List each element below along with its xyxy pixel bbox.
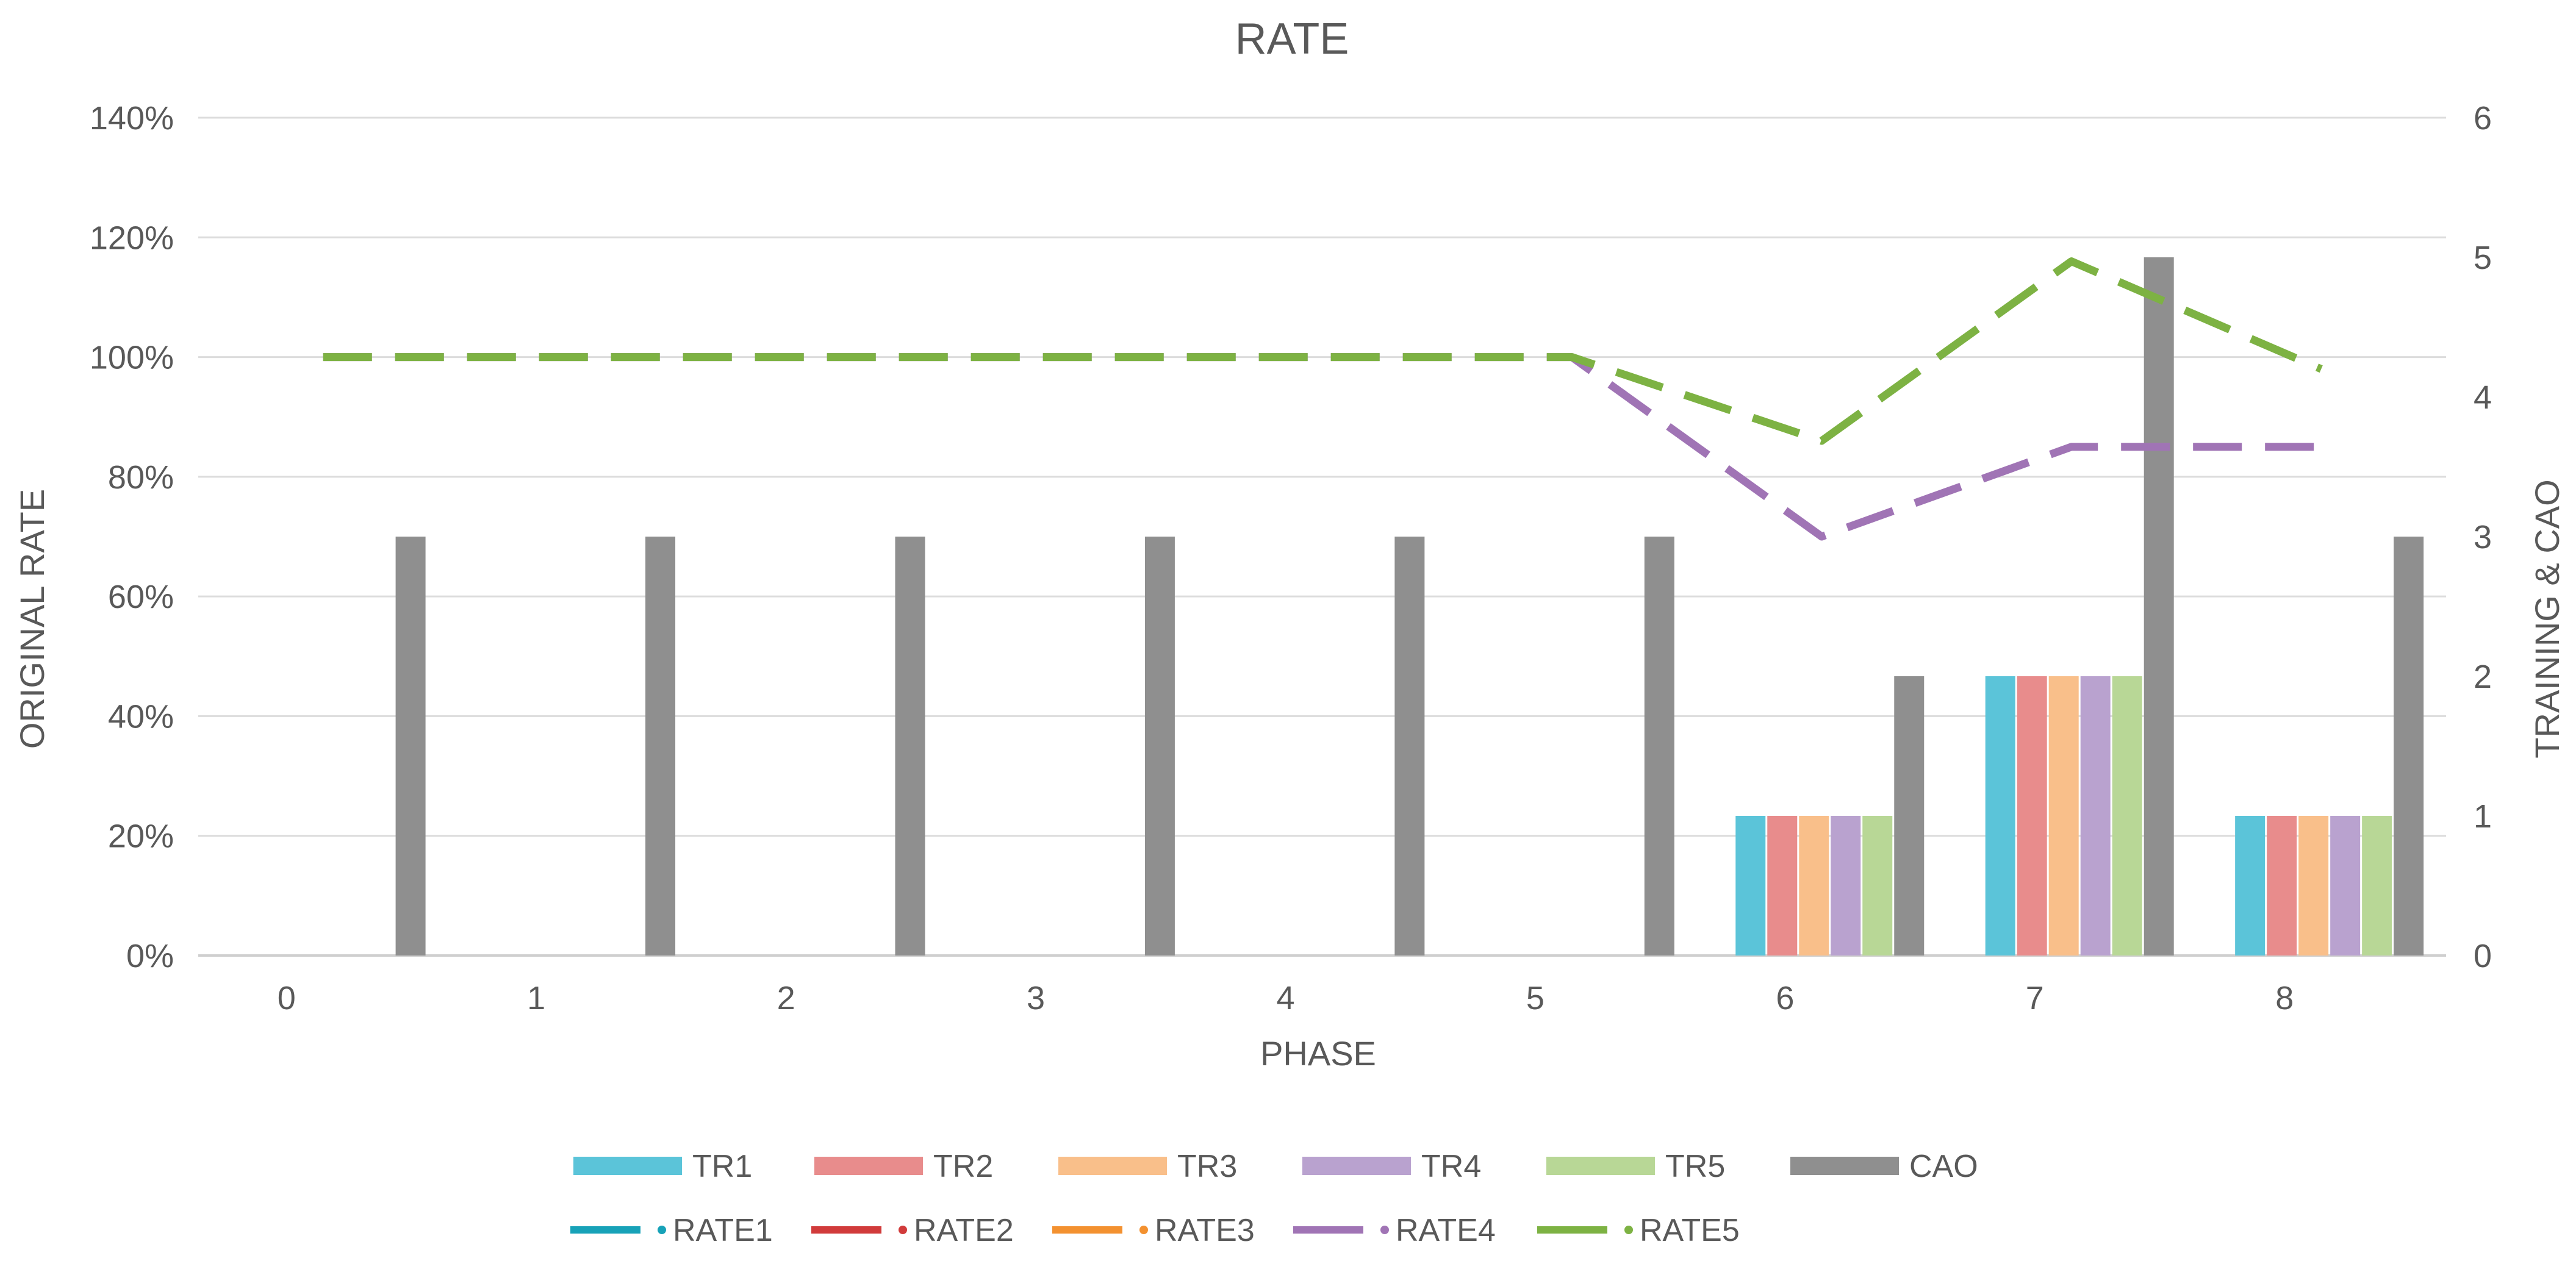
x-tick-label: 5 bbox=[1526, 980, 1545, 1016]
bar-tr1 bbox=[1985, 676, 2015, 956]
bar-tr5 bbox=[2362, 816, 2392, 956]
legend-dot-rate5 bbox=[1624, 1226, 1633, 1234]
bar-cao bbox=[1894, 676, 1925, 956]
x-tick-label: 3 bbox=[1027, 980, 1045, 1016]
bar-tr2 bbox=[2017, 676, 2047, 956]
bar-tr4 bbox=[2080, 676, 2111, 956]
y2-tick-label: 2 bbox=[2474, 659, 2492, 695]
y2-tick-label: 5 bbox=[2474, 240, 2492, 276]
bar-tr5 bbox=[2112, 676, 2142, 956]
x-tick-label: 8 bbox=[2275, 980, 2294, 1016]
bar-tr4 bbox=[1831, 816, 1861, 956]
line-series bbox=[323, 257, 2323, 541]
x-axis-ticks: 0 1 2 3 4 5 6 7 8 bbox=[278, 980, 2294, 1016]
legend-label-tr1: TR1 bbox=[692, 1149, 752, 1184]
y-tick-label: 60% bbox=[108, 579, 174, 615]
legend-label-tr5: TR5 bbox=[1665, 1149, 1725, 1184]
legend-label-cao: CAO bbox=[1909, 1149, 1978, 1184]
bar-cao bbox=[895, 537, 925, 956]
line-rate4 bbox=[323, 353, 2322, 541]
y2-tick-label: 6 bbox=[2474, 100, 2492, 137]
bar-cao bbox=[1144, 537, 1175, 956]
legend-label-tr4: TR4 bbox=[1421, 1149, 1481, 1184]
y2-axis-title: TRAINING & CAO bbox=[2528, 479, 2566, 758]
bar-tr3 bbox=[1799, 816, 1829, 956]
x-tick-label: 7 bbox=[2026, 980, 2044, 1016]
y-tick-label: 40% bbox=[108, 698, 174, 735]
bar-cao bbox=[1394, 537, 1425, 956]
legend-label-tr3: TR3 bbox=[1177, 1149, 1237, 1184]
x-tick-label: 0 bbox=[278, 980, 296, 1016]
legend-swatch-tr1 bbox=[573, 1157, 682, 1175]
bar-tr3 bbox=[2048, 676, 2079, 956]
bar-tr4 bbox=[2330, 816, 2361, 956]
legend-swatch-tr2 bbox=[814, 1157, 923, 1175]
legend-label-rate3: RATE3 bbox=[1155, 1213, 1255, 1248]
legend-dot-rate4 bbox=[1380, 1226, 1389, 1234]
chart-title: RATE bbox=[1235, 15, 1349, 63]
bar-cao bbox=[2144, 257, 2174, 956]
bar-cao bbox=[2394, 537, 2424, 956]
bar-tr1 bbox=[1735, 816, 1766, 956]
x-tick-label: 2 bbox=[777, 980, 795, 1016]
x-axis-title: PHASE bbox=[1260, 1034, 1376, 1073]
bar-tr2 bbox=[1767, 816, 1798, 956]
x-tick-label: 6 bbox=[1776, 980, 1794, 1016]
y-tick-label: 20% bbox=[108, 818, 174, 855]
legend-label-tr2: TR2 bbox=[933, 1149, 993, 1184]
legend-dot-rate3 bbox=[1139, 1226, 1148, 1234]
x-tick-label: 1 bbox=[527, 980, 545, 1016]
legend-label-rate4: RATE4 bbox=[1396, 1213, 1496, 1248]
y-tick-label: 140% bbox=[90, 100, 174, 137]
left-axis-ticks: 0% 20% 40% 60% 80% 100% 120% 140% bbox=[90, 100, 174, 974]
y-tick-label: 100% bbox=[90, 340, 174, 376]
legend-label-rate1: RATE1 bbox=[673, 1213, 773, 1248]
legend-swatch-tr4 bbox=[1302, 1157, 1411, 1175]
legend-dot-rate1 bbox=[658, 1226, 666, 1234]
bar-tr5 bbox=[1862, 816, 1893, 956]
y2-tick-label: 0 bbox=[2474, 938, 2492, 974]
legend-label-rate5: RATE5 bbox=[1640, 1213, 1740, 1248]
bar-cao bbox=[645, 537, 676, 956]
y-axis-title: ORIGINAL RATE bbox=[13, 489, 51, 749]
y-tick-label: 80% bbox=[108, 459, 174, 496]
right-axis-ticks: 0 1 2 3 4 5 6 bbox=[2474, 100, 2492, 974]
bar-tr3 bbox=[2298, 816, 2329, 956]
x-tick-label: 4 bbox=[1276, 980, 1294, 1016]
legend-swatch-tr3 bbox=[1058, 1157, 1167, 1175]
y2-tick-label: 3 bbox=[2474, 519, 2492, 555]
y-tick-label: 0% bbox=[126, 938, 174, 974]
legend-label-rate2: RATE2 bbox=[914, 1213, 1014, 1248]
bar-cao bbox=[395, 537, 426, 956]
y-tick-label: 120% bbox=[90, 220, 174, 256]
bar-cao bbox=[1644, 537, 1674, 956]
legend: TR1 TR2 TR3 TR4 TR5 CAO RATE1 RATE2 RATE3 RATE4 RA… bbox=[570, 1149, 1978, 1248]
y2-tick-label: 1 bbox=[2474, 798, 2492, 835]
legend-swatch-tr5 bbox=[1546, 1157, 1655, 1175]
legend-dot-rate2 bbox=[899, 1226, 907, 1234]
bar-tr2 bbox=[2267, 816, 2297, 956]
y2-tick-label: 4 bbox=[2474, 379, 2492, 416]
bar-series bbox=[395, 257, 2424, 956]
legend-swatch-cao bbox=[1790, 1157, 1899, 1175]
bar-tr1 bbox=[2235, 816, 2266, 956]
line-rate5 bbox=[323, 257, 2323, 445]
